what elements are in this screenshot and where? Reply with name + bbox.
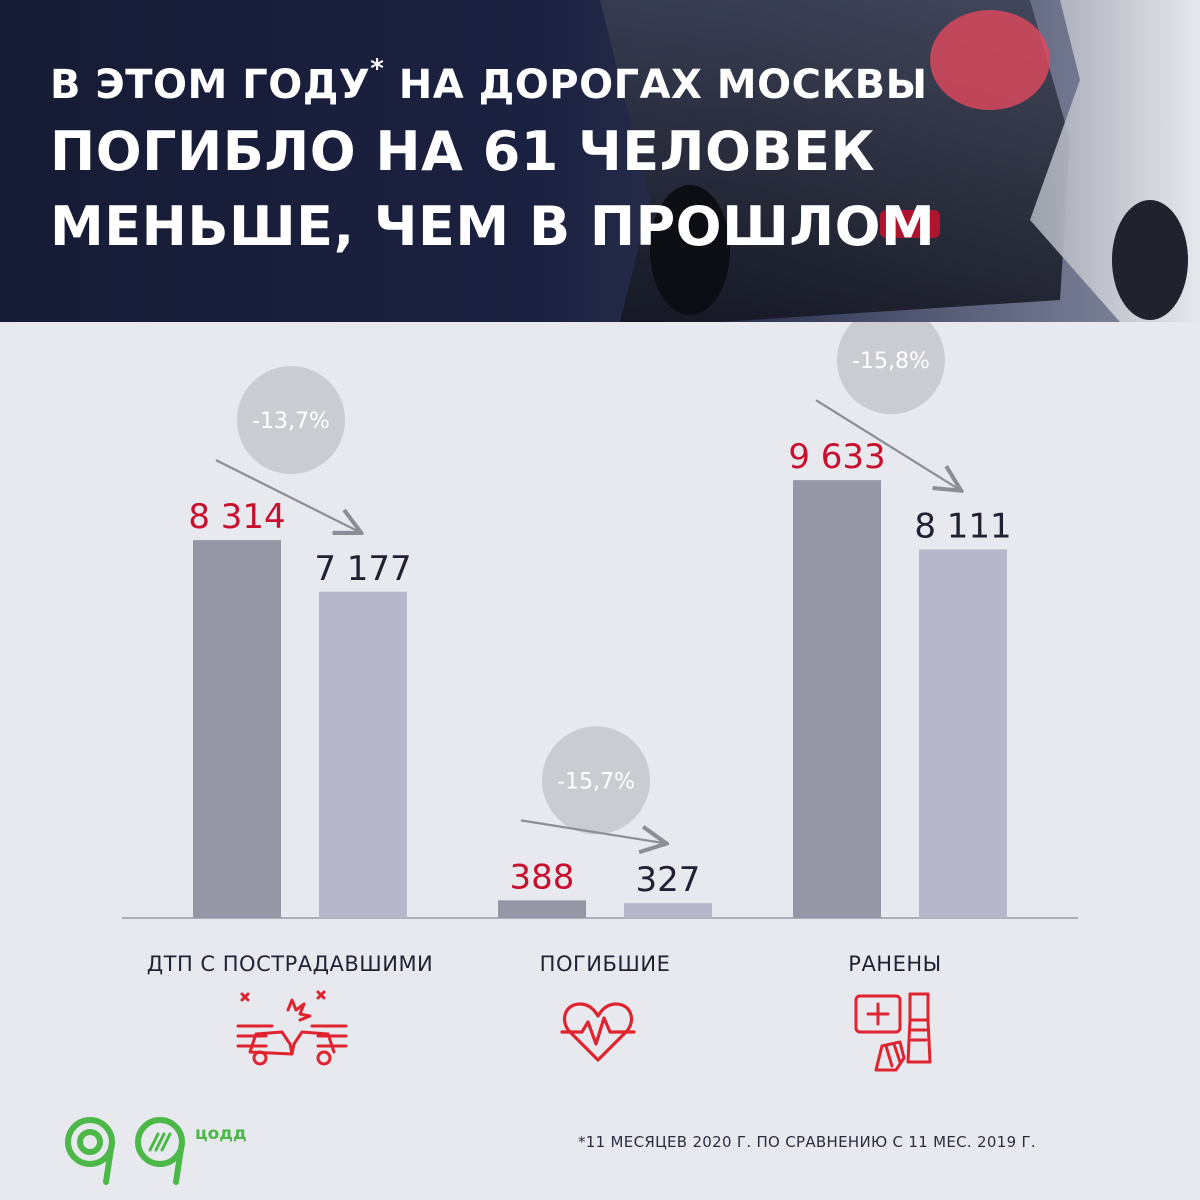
- change-arrow-deaths: [520, 819, 664, 843]
- change-label-injured: -15,8%: [852, 349, 930, 374]
- change-arrow-crashes: [215, 459, 359, 532]
- logos: [65, 1117, 185, 1185]
- value-label-2020-crashes: 7 177: [314, 549, 411, 589]
- chart-plot-area: -13,7% 8 314 7 177 -15,7% 388 327 -15,8% 9 633 8…: [122, 322, 1078, 919]
- change-label-crashes: -13,7%: [252, 409, 330, 434]
- category-label-deaths: ПОГИБШИЕ: [539, 952, 671, 976]
- header-banner: В ЭТОМ ГОДУ* НА ДОРОГАХ МОСКВЫ ПОГИБЛО Н…: [0, 0, 1200, 322]
- bar-2019-crashes: [193, 540, 281, 918]
- title-line-3: МЕНЬШЕ, ЧЕМ В ПРОШЛОМ: [50, 195, 936, 258]
- crash-icon: [236, 990, 348, 1066]
- logo-label: цодд: [195, 1124, 247, 1144]
- bar-2019-deaths: [498, 900, 586, 918]
- category-label-injured: РАНЕНЫ: [848, 952, 942, 976]
- first-aid-cast-icon: [854, 992, 932, 1072]
- title-line-1-part: В ЭТОМ ГОДУ: [50, 62, 371, 108]
- title-asterisk: *: [370, 54, 385, 84]
- bar-2020-crashes: [319, 591, 407, 918]
- change-arrow-injured: [815, 399, 959, 489]
- value-label-2019-crashes: 8 314: [188, 497, 285, 537]
- value-label-2020-injured: 8 111: [914, 506, 1011, 546]
- value-label-2019-injured: 9 633: [788, 437, 885, 477]
- change-bubble-injured: [837, 322, 945, 415]
- change-bubble-crashes: [237, 366, 345, 475]
- bar-2019-injured: [793, 480, 881, 918]
- nine-logo-left-icon: [65, 1117, 115, 1185]
- value-label-2020-deaths: 327: [636, 860, 701, 900]
- bar-2020-deaths: [624, 903, 712, 918]
- title-line-1-rest: НА ДОРОГАХ МОСКВЫ: [384, 62, 928, 108]
- change-bubble-deaths: [542, 726, 650, 835]
- bar-chart: -13,7% 8 314 7 177 -15,7% 388 327 -15,8% 9 633 8…: [122, 322, 1078, 919]
- title-line-1: В ЭТОМ ГОДУ* НА ДОРОГАХ МОСКВЫ: [50, 54, 928, 108]
- title-line-2: ПОГИБЛО НА 61 ЧЕЛОВЕК: [50, 120, 876, 183]
- header-crash-photo: [600, 0, 1200, 322]
- nine-logo-right-icon: [135, 1117, 185, 1185]
- bar-2020-injured: [919, 549, 1007, 918]
- value-label-2019-deaths: 388: [510, 857, 575, 897]
- category-label-crashes: ДТП С ПОСТРАДАВШИМИ: [146, 952, 434, 976]
- footnote: *11 МЕСЯЦЕВ 2020 Г. ПО СРАВНЕНИЮ С 11 МЕ…: [578, 1133, 1037, 1151]
- heart-pulse-icon: [560, 1002, 636, 1062]
- change-label-deaths: -15,7%: [557, 769, 635, 794]
